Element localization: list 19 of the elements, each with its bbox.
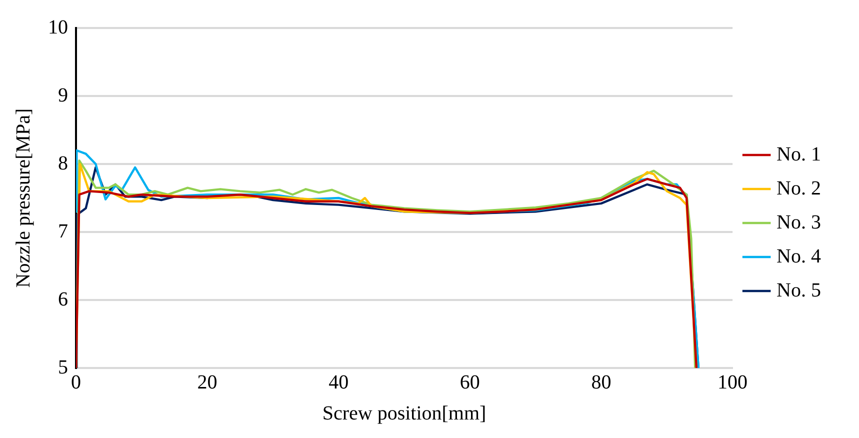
legend-label: No. 2 [776,177,822,200]
x-axis-title: Screw position[mm] [322,402,486,424]
legend-label: No. 4 [776,245,822,268]
x-tick-label: 0 [71,371,81,394]
x-tick-label: 100 [718,371,748,394]
x-tick-label: 60 [460,371,480,394]
legend-label: No. 5 [776,279,822,302]
y-tick-label: 6 [58,288,68,310]
y-axis-title: Nozzle pressure[MPa] [12,108,34,288]
y-tick-label: 10 [48,16,68,38]
y-tick-label: 5 [58,356,68,378]
y-tick-label: 7 [58,220,68,242]
x-tick-label: 80 [591,371,612,394]
y-tick-label: 8 [58,152,68,174]
y-tick-label: 9 [58,84,68,106]
x-tick-label: 40 [328,371,349,394]
legend-label: No. 3 [776,211,822,234]
x-tick-label: 20 [197,371,218,394]
legend-label: No. 1 [776,143,822,166]
